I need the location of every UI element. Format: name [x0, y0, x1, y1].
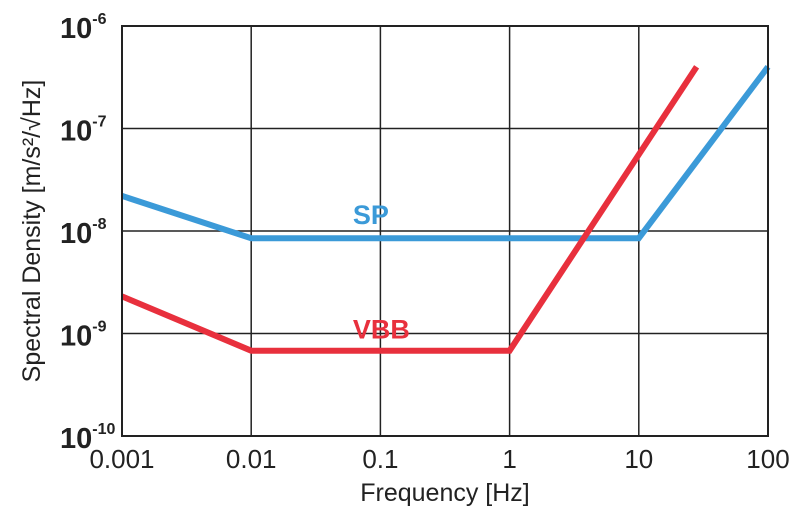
x-tick-label: 100	[746, 444, 789, 474]
series-labels: SP VBB	[353, 200, 410, 344]
y-tick-label: 10-8	[60, 216, 107, 250]
series-line-sp	[121, 64, 771, 242]
y-tick-label: 10-9	[60, 319, 107, 353]
x-tick-label: 1	[502, 444, 516, 474]
series-line-vbb	[120, 65, 700, 354]
x-tick-label: 0.01	[226, 444, 277, 474]
series-lines	[120, 64, 771, 354]
x-tick-label: 0.1	[362, 444, 398, 474]
y-axis-label: Spectral Density [m/s²/√Hz]	[18, 80, 46, 383]
y-tick-label: 10-6	[60, 11, 107, 45]
series-label-sp: SP	[353, 200, 389, 230]
y-tick-label: 10-7	[60, 114, 107, 148]
x-tick-labels: 0.001 0.01 0.1 1 10 100	[89, 444, 789, 474]
y-tick-labels: 10-10 10-9 10-8 10-7 10-6	[60, 11, 115, 455]
x-axis-label: Frequency [Hz]	[360, 479, 530, 507]
plot-frame	[121, 25, 769, 437]
y-tick-label: 10-10	[60, 421, 115, 455]
x-tick-label: 10	[624, 444, 653, 474]
grid	[121, 25, 769, 437]
series-label-vbb: VBB	[353, 315, 410, 345]
x-tick-label: 0.001	[89, 444, 154, 474]
